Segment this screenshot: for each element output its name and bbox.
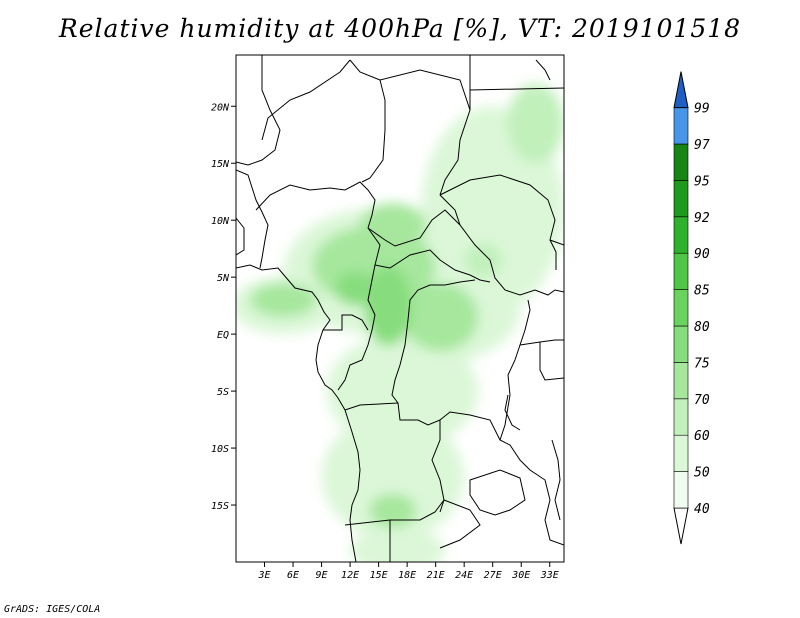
- country-borders: [236, 55, 564, 562]
- lon-tick-label: 3E: [257, 570, 270, 581]
- humidity-shading: [236, 83, 564, 562]
- colorbar-min-arrow: [673, 507, 689, 545]
- colorbar-label: 97: [694, 138, 710, 153]
- colorbar-label: 75: [694, 356, 710, 371]
- humidity-patch: [335, 271, 374, 306]
- colorbar-segment: [673, 289, 689, 327]
- grads-credit: GrADS: IGES/COLA: [4, 604, 101, 615]
- lon-tick-label: 15E: [370, 570, 388, 581]
- colorbar-label: 99: [694, 102, 710, 117]
- humidity-patch: [359, 203, 427, 249]
- lat-tick-label: 10N: [211, 216, 230, 227]
- colorbar-segment: [673, 216, 689, 254]
- colorbar-label: 80: [694, 320, 710, 335]
- humidity-patch: [369, 493, 417, 528]
- humidity-patch: [350, 527, 446, 562]
- colorbar-label: 90: [694, 247, 710, 262]
- colorbar-label: 92: [694, 211, 710, 226]
- humidity-patch: [364, 265, 412, 346]
- lon-tick-label: 33E: [540, 570, 559, 581]
- lat-tick-label: 15S: [211, 501, 229, 512]
- lon-tick-label: 18E: [398, 570, 416, 581]
- lon-tick-label: 9E: [316, 570, 328, 581]
- longitude-axis: 3E 6E 9E 12E 15E 18E 21E 24E 27E 30E 33E: [257, 562, 559, 581]
- colorbar-segment: [673, 398, 689, 436]
- colorbar-label: 50: [694, 466, 710, 481]
- lon-tick-label: 24E: [455, 570, 473, 581]
- lat-tick-label: 5N: [217, 273, 230, 284]
- lon-tick-label: 27E: [484, 570, 502, 581]
- latitude-axis: 20N 15N 10N 5N EQ 5S 10S 15S: [211, 102, 236, 512]
- colorbar-segment: [673, 325, 689, 363]
- colorbar-segment: [673, 143, 689, 181]
- colorbar-segment: [673, 252, 689, 290]
- colorbar-label: 60: [694, 429, 710, 444]
- lat-tick-label: 5S: [217, 387, 229, 398]
- humidity-patch: [464, 242, 503, 278]
- colorbar-legend: 40 50 60 70 75 80 85 90 92 95 97 99: [673, 71, 710, 545]
- lat-tick-label: 10S: [211, 444, 229, 455]
- colorbar-segment: [673, 107, 689, 145]
- colorbar-label: 85: [694, 284, 710, 299]
- colorbar-label: 40: [694, 502, 710, 517]
- lat-tick-label: 15N: [211, 159, 230, 170]
- humidity-patch: [321, 413, 465, 540]
- lon-tick-label: 6E: [287, 570, 299, 581]
- humidity-patch: [506, 83, 564, 164]
- colorbar-segment: [673, 471, 689, 509]
- lon-tick-label: 21E: [427, 570, 445, 581]
- plot-title: Relative humidity at 400hPa [%], VT: 201…: [58, 14, 742, 43]
- colorbar-segment: [673, 434, 689, 472]
- colorbar-label: 95: [694, 174, 710, 189]
- lon-tick-label: 12E: [341, 570, 359, 581]
- colorbar-segment: [673, 362, 689, 400]
- lon-tick-label: 30E: [511, 570, 530, 581]
- map-border: [235, 54, 565, 563]
- lat-tick-label: EQ: [217, 330, 229, 341]
- humidity-patch: [402, 282, 479, 352]
- colorbar-segment: [673, 180, 689, 218]
- lat-tick-label: 20N: [211, 102, 230, 113]
- humidity-patch: [250, 282, 317, 318]
- colorbar-max-arrow: [673, 71, 689, 109]
- colorbar-label: 70: [694, 393, 710, 408]
